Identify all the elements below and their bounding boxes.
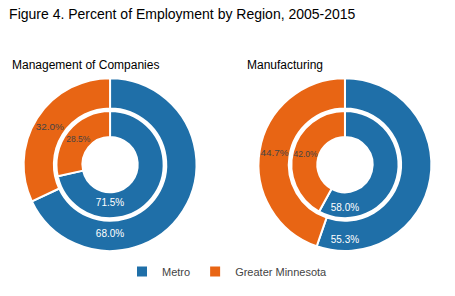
- svg-text:44.7%: 44.7%: [261, 147, 289, 158]
- svg-text:42.0%: 42.0%: [294, 149, 319, 159]
- svg-text:28.5%: 28.5%: [66, 134, 91, 144]
- svg-text:55.3%: 55.3%: [331, 234, 359, 245]
- svg-text:68.0%: 68.0%: [96, 228, 124, 239]
- svg-text:Metro: Metro: [162, 266, 190, 278]
- svg-text:Figure 4. Percent of Employmen: Figure 4. Percent of Employment by Regio…: [9, 6, 356, 22]
- svg-text:58.0%: 58.0%: [331, 202, 359, 213]
- svg-text:32.0%: 32.0%: [36, 121, 64, 132]
- svg-text:71.5%: 71.5%: [96, 197, 124, 208]
- svg-text:Management of Companies: Management of Companies: [12, 58, 159, 72]
- svg-text:Manufacturing: Manufacturing: [247, 58, 323, 72]
- svg-text:Greater Minnesota: Greater Minnesota: [235, 266, 327, 278]
